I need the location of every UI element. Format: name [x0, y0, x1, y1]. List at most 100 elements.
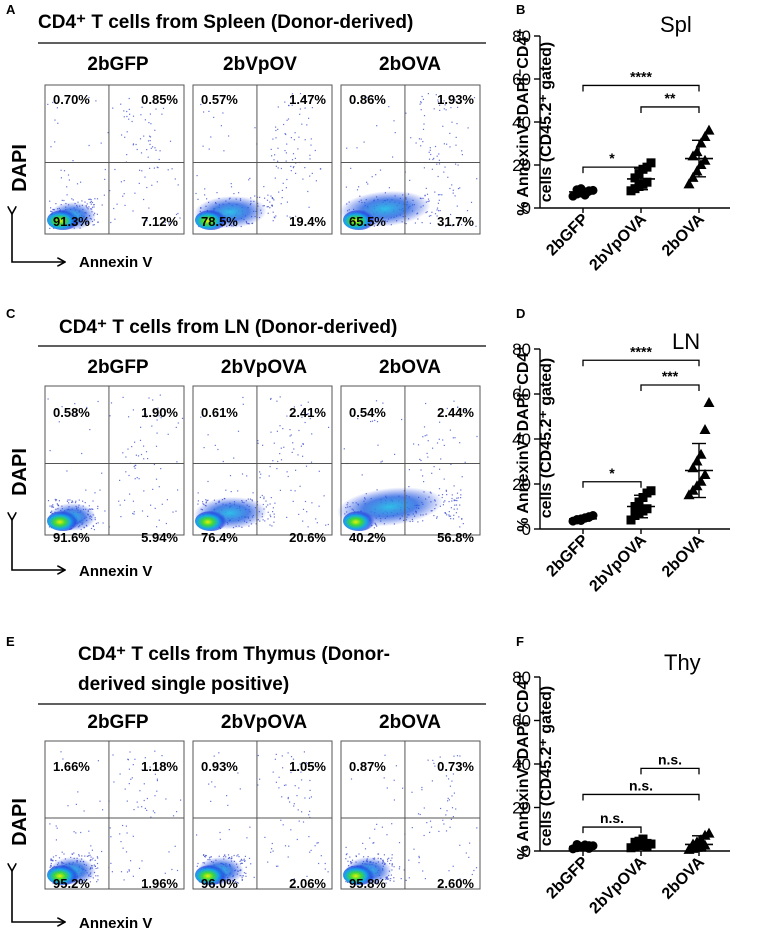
y-tick-label: 40	[512, 430, 531, 449]
column-name: 2bGFP	[87, 357, 149, 378]
column-name: 2bOVA	[379, 357, 441, 378]
significance-bracket	[582, 359, 700, 367]
flow-panel-a: A CD4⁺ T cells from Spleen (Donor-derive…	[6, 2, 486, 271]
y-axis-title-line1: % AnnexinV⁺DAPI⁻CD4⁺	[515, 28, 532, 215]
panel-letter: B	[516, 2, 525, 17]
y-axis-title-line1: % AnnexinV⁺DAPI⁻CD4⁺	[515, 672, 532, 859]
y-axis-title-line2: cells (CD45.2⁺ gated)	[538, 42, 555, 203]
x-tick-label: 2bVpOVA	[586, 531, 650, 595]
axis-arrows	[12, 519, 64, 570]
pct-upper-right: 1.05%	[289, 759, 326, 774]
significance-label: **	[665, 90, 676, 106]
y-tick-label: 80	[512, 340, 531, 359]
pct-lower-right: 56.8%	[437, 530, 474, 545]
density-core	[343, 210, 375, 230]
pct-upper-right: 0.73%	[437, 759, 474, 774]
y-tick-label: 0	[522, 199, 531, 218]
data-point	[642, 177, 652, 187]
pct-upper-right: 1.47%	[289, 92, 326, 107]
pct-lower-left: 78.5%	[201, 214, 238, 229]
pct-upper-left: 1.66%	[53, 759, 90, 774]
y-tick-label: 60	[512, 385, 531, 404]
significance-bracket	[582, 166, 642, 174]
flow-plot	[44, 84, 185, 235]
panel-letter: A	[6, 2, 16, 17]
axis-arrows	[12, 213, 64, 262]
y-axis-title-line1: % AnnexinV⁺DAPI⁻CD4⁺	[515, 344, 532, 531]
data-point	[691, 455, 703, 466]
chart-title: LN	[672, 329, 700, 354]
panel-letter: E	[6, 634, 15, 649]
pct-upper-right: 2.41%	[289, 405, 326, 420]
pct-lower-right: 19.4%	[289, 214, 326, 229]
y-tick-label: 20	[512, 799, 531, 818]
y-axis-label: DAPI	[9, 798, 31, 846]
data-point	[695, 137, 707, 148]
x-tick-label: 2bOVA	[659, 210, 708, 259]
data-point	[588, 185, 598, 195]
column-name: 2bVpOVA	[221, 712, 307, 733]
data-point	[646, 486, 656, 496]
y-axis-title-line2: cells (CD45.2⁺ gated)	[538, 686, 555, 847]
pct-lower-right: 2.60%	[437, 876, 474, 891]
data-point	[683, 178, 695, 189]
pct-lower-right: 31.7%	[437, 214, 474, 229]
x-tick-label: 2bGFP	[543, 211, 592, 260]
data-point	[703, 827, 715, 838]
pct-upper-left: 0.87%	[349, 759, 386, 774]
flow-column: 2bOVA 0.54% 2.44% 40.2% 56.8%	[336, 357, 481, 545]
significance-label: *	[609, 465, 615, 481]
data-point	[695, 448, 707, 459]
data-point	[695, 475, 707, 486]
data-point	[588, 841, 598, 851]
column-name: 2bGFP	[87, 54, 149, 75]
pct-lower-left: 95.2%	[53, 876, 90, 891]
y-tick-label: 80	[512, 27, 531, 46]
density-core	[195, 511, 227, 531]
data-point	[691, 165, 703, 176]
axis-arrows	[12, 870, 64, 922]
x-tick-label: 2bVpOVA	[586, 853, 650, 917]
pct-lower-left: 91.6%	[53, 530, 90, 545]
flow-column: 2bVpOV 0.57% 1.47% 78.5% 19.4%	[192, 54, 333, 235]
density-core	[343, 865, 375, 885]
y-tick-label: 40	[512, 113, 531, 132]
x-tick-label: 2bOVA	[659, 531, 708, 580]
pct-upper-right: 1.90%	[141, 405, 178, 420]
data-point	[699, 424, 711, 434]
pct-upper-left: 0.86%	[349, 92, 386, 107]
flow-panel-title: CD4⁺ T cells from LN (Donor-derived)	[59, 317, 397, 338]
pct-lower-right: 20.6%	[289, 530, 326, 545]
data-point	[699, 469, 711, 479]
x-tick-label: 2bGFP	[543, 532, 592, 581]
data-point	[638, 834, 648, 844]
flow-panel-title: CD4⁺ T cells from Spleen (Donor-derived)	[38, 12, 413, 33]
significance-bracket	[582, 793, 700, 801]
density-core	[195, 865, 227, 885]
data-point	[642, 504, 652, 514]
significance-bracket	[640, 767, 700, 775]
flow-plot	[336, 385, 481, 536]
data-point	[703, 124, 715, 135]
chart-title: Thy	[664, 650, 701, 675]
y-tick-label: 40	[512, 755, 531, 774]
pct-upper-left: 0.54%	[349, 405, 386, 420]
flow-plot	[44, 740, 185, 890]
flow-column: 2bOVA 0.87% 0.73% 95.8% 2.60%	[340, 712, 481, 891]
pct-upper-left: 0.57%	[201, 92, 238, 107]
density-core	[47, 511, 79, 531]
pct-lower-right: 1.96%	[141, 876, 178, 891]
pct-lower-left: 65.5%	[349, 214, 386, 229]
panel-letter: F	[516, 634, 524, 649]
pct-lower-right: 7.12%	[141, 214, 178, 229]
y-tick-label: 60	[512, 712, 531, 731]
y-tick-label: 20	[512, 156, 531, 175]
pct-upper-right: 0.85%	[141, 92, 178, 107]
y-axis-title-line2: cells (CD45.2⁺ gated)	[538, 358, 555, 519]
y-tick-label: 0	[522, 520, 531, 539]
pct-upper-left: 0.61%	[201, 405, 238, 420]
pct-upper-left: 0.58%	[53, 405, 90, 420]
chart-f: F Thy % AnnexinV⁺DAPI⁻CD4⁺ cells (CD45.2…	[512, 634, 730, 917]
flow-panel-e: E CD4⁺ T cells from Thymus (Donor- deriv…	[6, 634, 486, 932]
pct-lower-left: 96.0%	[201, 876, 238, 891]
